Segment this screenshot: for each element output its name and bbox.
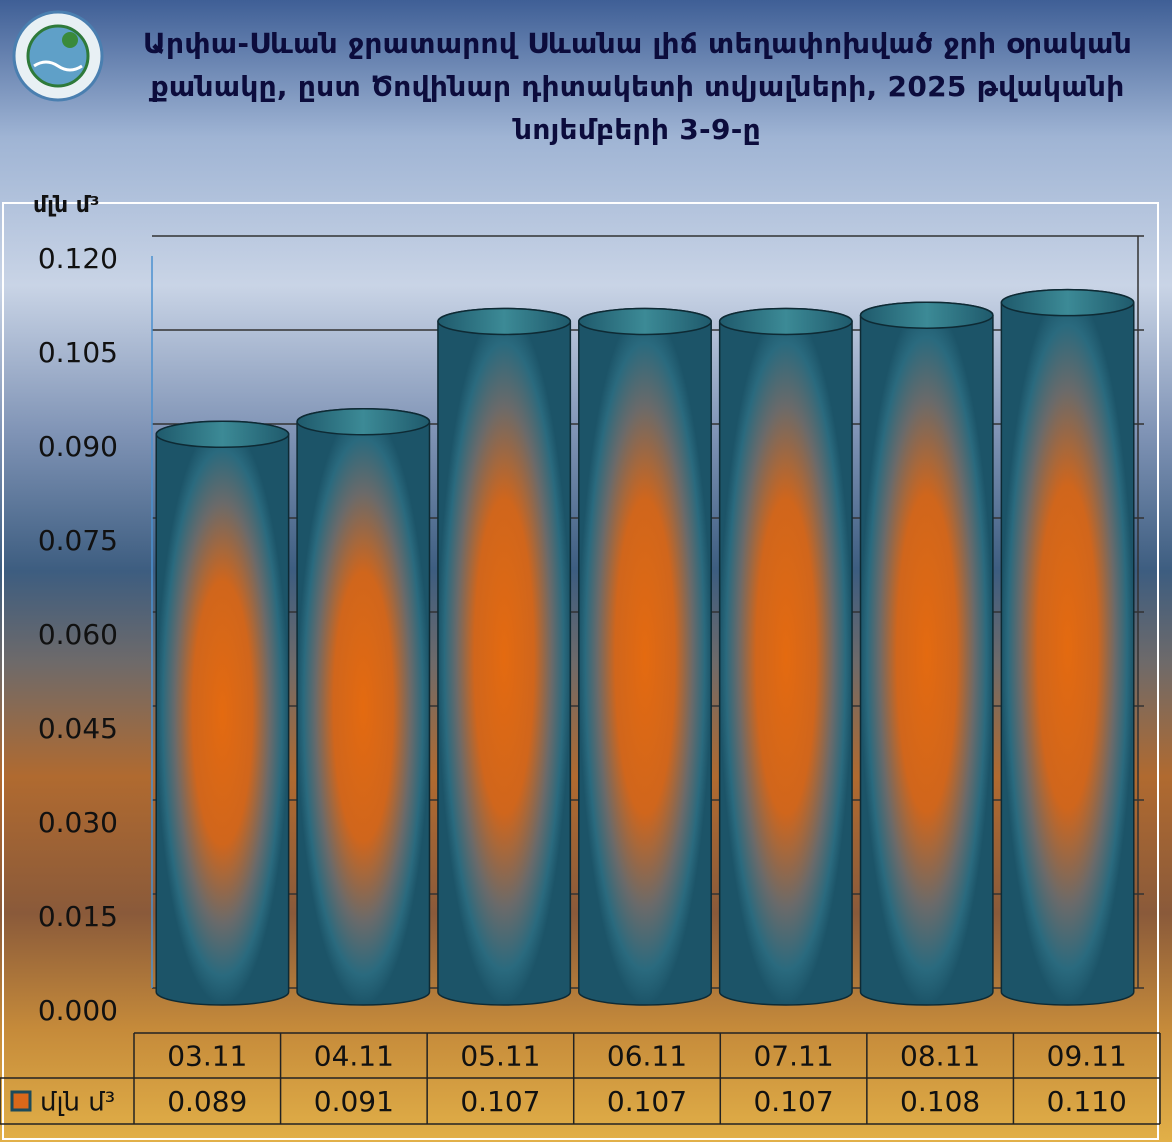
data-label: 0.110 [1047,1085,1127,1118]
y-tick-label: 0.060 [38,618,118,651]
data-label: 0.108 [900,1085,980,1118]
x-tick-label: 08.11 [900,1040,980,1073]
data-label: 0.107 [607,1085,687,1118]
y-tick-label: 0.090 [38,430,118,463]
bar [718,307,853,1006]
bar-cap [578,307,712,336]
bar [437,307,572,1006]
data-label: 0.107 [460,1085,540,1118]
y-tick-label: 0.045 [38,712,118,745]
y-tick-label: 0.120 [38,242,118,275]
bar [578,307,712,1006]
legend-label: մլն մ³ [40,1088,115,1118]
x-tick-label: 05.11 [460,1040,540,1073]
bar [296,407,431,1006]
y-tick-label: 0.030 [38,806,118,839]
logo [12,10,104,102]
y-tick-label: 0.105 [38,336,118,369]
bar-cap [718,307,853,336]
bar-cap [1000,288,1135,317]
y-tick-label: 0.075 [38,524,118,557]
x-tick-label: 06.11 [607,1040,687,1073]
bar-cap [437,307,572,336]
data-label: 0.089 [167,1085,247,1118]
bar [1000,289,1135,1006]
data-label: 0.091 [314,1085,394,1118]
legend-swatch [10,1090,32,1112]
plot-border [2,202,1159,1140]
chart-title: Արփա-Սևան ջրատարով Սևանա լիճ տեղափոխված … [142,27,1132,146]
x-tick-label: 07.11 [753,1040,833,1073]
x-tick-label: 09.11 [1047,1040,1127,1073]
y-tick-label: 0.000 [38,994,118,1027]
y-axis-title: մլն մ³ [33,193,100,218]
bar-cap [859,301,994,329]
data-label: 0.107 [753,1085,833,1118]
x-tick-label: 03.11 [167,1040,247,1073]
bar-cap [155,420,290,449]
y-tick-label: 0.015 [38,900,118,933]
x-tick-label: 04.11 [314,1040,394,1073]
bar-cap [296,407,431,436]
bar [859,301,994,1006]
bar [155,420,290,1006]
